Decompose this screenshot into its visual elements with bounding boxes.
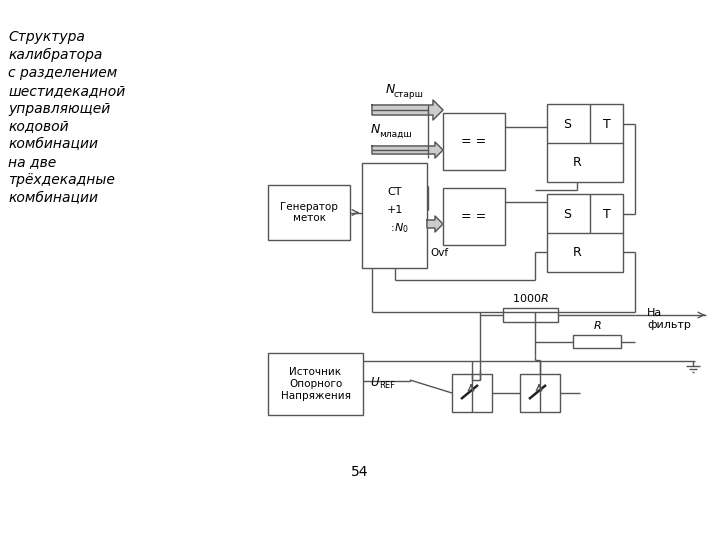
Text: На
фильтр: На фильтр (647, 308, 691, 329)
Bar (573, 335, 621, 348)
Text: :: : (391, 223, 395, 233)
Bar (268, 185, 350, 240)
Text: S: S (563, 118, 571, 131)
Text: T: T (603, 118, 611, 131)
Text: $U$: $U$ (370, 375, 380, 388)
Text: R: R (572, 157, 581, 170)
Bar (443, 113, 505, 170)
Bar (503, 308, 558, 322)
Text: старш: старш (394, 90, 424, 99)
Text: $R$: $R$ (593, 319, 601, 331)
Text: 1000$R$: 1000$R$ (512, 292, 549, 304)
Text: Ovf: Ovf (430, 248, 448, 258)
Polygon shape (427, 216, 443, 232)
Text: $N$: $N$ (385, 83, 396, 96)
Bar (547, 104, 623, 182)
Polygon shape (372, 100, 443, 120)
Text: T: T (603, 207, 611, 220)
Bar (520, 374, 560, 412)
Text: +1: +1 (387, 205, 402, 215)
Text: младш: младш (379, 130, 412, 139)
Text: Источник
Опорного
Напряжения: Источник Опорного Напряжения (281, 367, 351, 401)
Text: REF: REF (379, 381, 395, 390)
Text: $N$: $N$ (370, 123, 381, 136)
Bar (443, 188, 505, 245)
Text: = =: = = (462, 210, 487, 223)
Text: 54: 54 (351, 465, 369, 479)
Text: Структура
калибратора
с разделением
шестидекадной
управляющей
кодовой
комбинации: Структура калибратора с разделением шест… (8, 30, 125, 205)
Text: Генератор
меток: Генератор меток (280, 202, 338, 224)
Text: = =: = = (462, 135, 487, 148)
Bar (362, 163, 427, 268)
Polygon shape (372, 142, 443, 158)
Text: СТ: СТ (387, 187, 402, 198)
Text: $N_0$: $N_0$ (394, 221, 409, 235)
Bar (268, 353, 363, 415)
Bar (452, 374, 492, 412)
Bar (547, 194, 623, 272)
Text: R: R (572, 246, 581, 260)
Text: S: S (563, 207, 571, 220)
